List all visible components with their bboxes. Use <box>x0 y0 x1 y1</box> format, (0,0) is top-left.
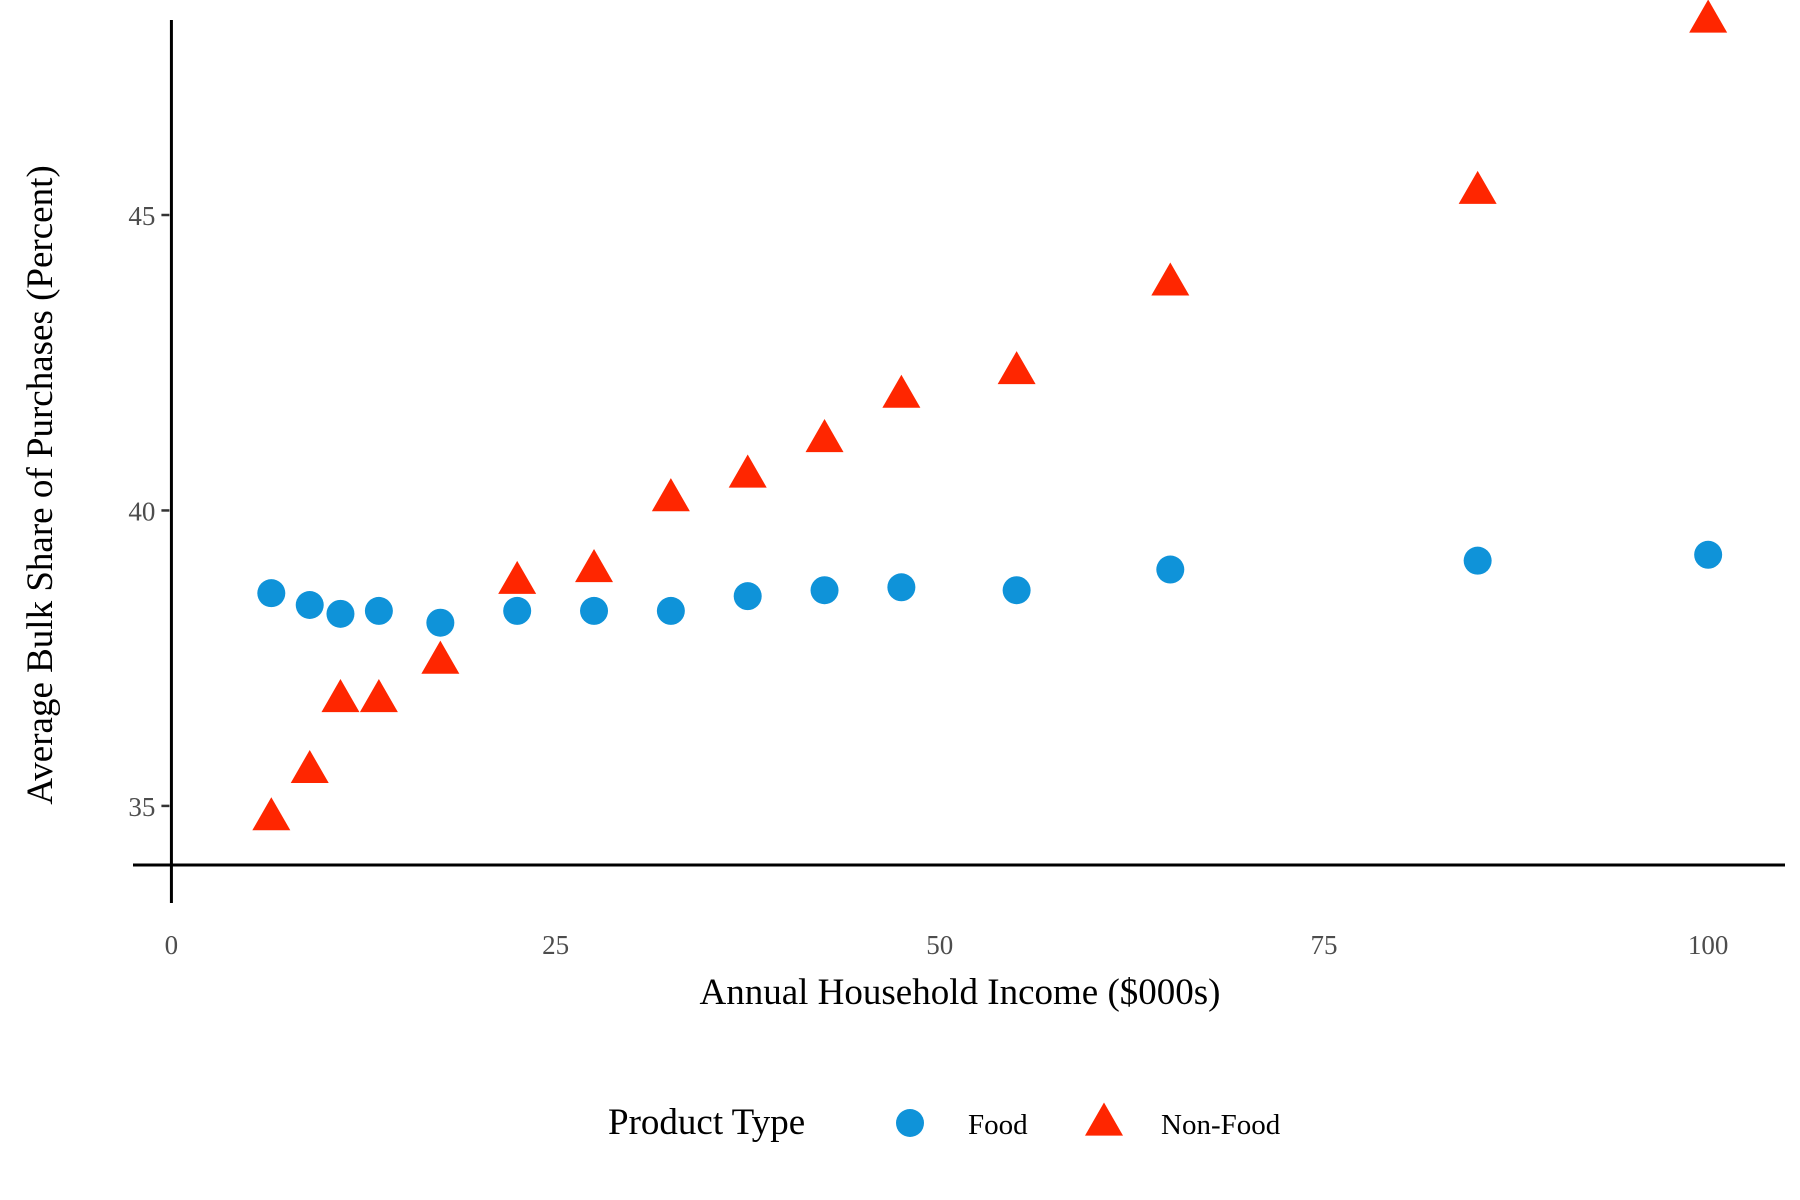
non-food-point <box>575 549 614 583</box>
non-food-point <box>1458 170 1497 204</box>
food-point <box>503 596 532 625</box>
food-point <box>364 596 393 625</box>
food-point <box>656 596 685 625</box>
food-point <box>426 608 455 637</box>
non-food-point <box>997 351 1036 385</box>
x-tick-label: 100 <box>1688 930 1729 960</box>
y-ticks: 35 40 45 <box>128 201 170 822</box>
non-food-point <box>651 478 690 512</box>
non-food-point <box>290 749 329 784</box>
food-point <box>326 599 355 628</box>
x-tick-label: 25 <box>542 930 569 960</box>
non-food-point <box>1689 0 1728 33</box>
food-point <box>1463 546 1492 575</box>
non-food-point <box>805 419 844 453</box>
x-axis-title: Annual Household Income ($000s) <box>700 972 1221 1013</box>
x-tick-label: 0 <box>165 930 179 960</box>
legend-title: Product Type <box>608 1102 805 1143</box>
y-axis-title: Average Bulk Share of Purchases (Percent… <box>20 165 61 804</box>
food-point <box>1156 555 1185 584</box>
non-food-point <box>359 679 398 713</box>
y-tick-label: 35 <box>128 792 155 822</box>
y-tick-label: 40 <box>128 496 155 526</box>
data-points <box>252 0 1728 831</box>
food-point <box>257 579 286 608</box>
non-food-point <box>728 454 767 488</box>
legend: Product Type Food Non-Food <box>608 1102 1281 1143</box>
food-point <box>887 573 916 602</box>
y-tick-label: 45 <box>128 201 155 231</box>
legend-food-label: Food <box>968 1109 1028 1141</box>
legend-non-food-marker <box>1085 1102 1123 1136</box>
food-point <box>1002 576 1031 605</box>
non-food-point <box>1151 262 1190 296</box>
food-point <box>1694 540 1723 569</box>
food-point <box>580 596 609 625</box>
x-ticks: 0 25 50 75 100 <box>165 930 1729 960</box>
food-point <box>810 576 839 605</box>
x-tick-label: 50 <box>926 930 953 960</box>
axes <box>133 20 1785 903</box>
non-food-point <box>421 640 460 674</box>
legend-food-marker <box>896 1109 924 1137</box>
non-food-point <box>252 797 291 831</box>
non-food-point <box>498 560 537 594</box>
x-tick-label: 75 <box>1310 930 1337 960</box>
food-point <box>295 591 324 619</box>
non-food-point <box>321 679 360 713</box>
food-point <box>733 582 762 611</box>
legend-non-food-label: Non-Food <box>1161 1109 1281 1141</box>
non-food-point <box>882 374 921 408</box>
